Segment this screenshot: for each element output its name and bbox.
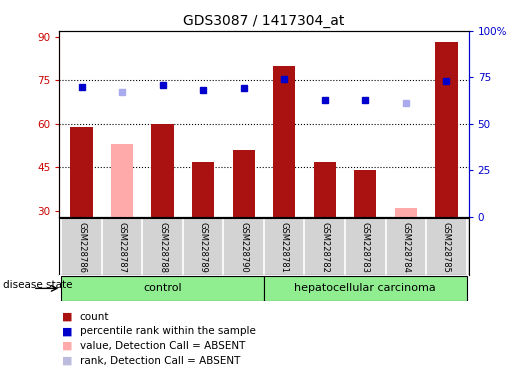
Bar bbox=[232, 150, 255, 217]
Text: ■: ■ bbox=[62, 356, 72, 366]
Bar bbox=[192, 162, 214, 217]
Text: control: control bbox=[143, 283, 182, 293]
Text: GSM228782: GSM228782 bbox=[320, 222, 329, 273]
Text: ■: ■ bbox=[62, 312, 72, 322]
Text: percentile rank within the sample: percentile rank within the sample bbox=[80, 326, 256, 336]
Bar bbox=[71, 127, 93, 217]
Text: GSM228789: GSM228789 bbox=[199, 222, 208, 273]
Text: hepatocellular carcinoma: hepatocellular carcinoma bbox=[295, 283, 436, 293]
Text: ■: ■ bbox=[62, 341, 72, 351]
Text: value, Detection Call = ABSENT: value, Detection Call = ABSENT bbox=[80, 341, 245, 351]
Text: GSM228781: GSM228781 bbox=[280, 222, 289, 273]
Text: GSM228788: GSM228788 bbox=[158, 222, 167, 273]
Bar bbox=[273, 66, 296, 217]
Text: GSM228787: GSM228787 bbox=[117, 222, 127, 273]
Bar bbox=[435, 42, 457, 217]
Text: GSM228790: GSM228790 bbox=[239, 222, 248, 273]
Text: GSM228785: GSM228785 bbox=[442, 222, 451, 273]
Bar bbox=[354, 170, 376, 217]
Text: ■: ■ bbox=[62, 326, 72, 336]
Text: rank, Detection Call = ABSENT: rank, Detection Call = ABSENT bbox=[80, 356, 240, 366]
Bar bbox=[314, 162, 336, 217]
Text: disease state: disease state bbox=[3, 280, 72, 290]
Bar bbox=[111, 144, 133, 217]
Bar bbox=[61, 276, 264, 301]
Title: GDS3087 / 1417304_at: GDS3087 / 1417304_at bbox=[183, 14, 345, 28]
Bar bbox=[151, 124, 174, 217]
Text: GSM228783: GSM228783 bbox=[361, 222, 370, 273]
Bar bbox=[394, 208, 417, 217]
Text: GSM228784: GSM228784 bbox=[401, 222, 410, 273]
Text: count: count bbox=[80, 312, 109, 322]
Bar bbox=[264, 276, 467, 301]
Text: GSM228786: GSM228786 bbox=[77, 222, 86, 273]
